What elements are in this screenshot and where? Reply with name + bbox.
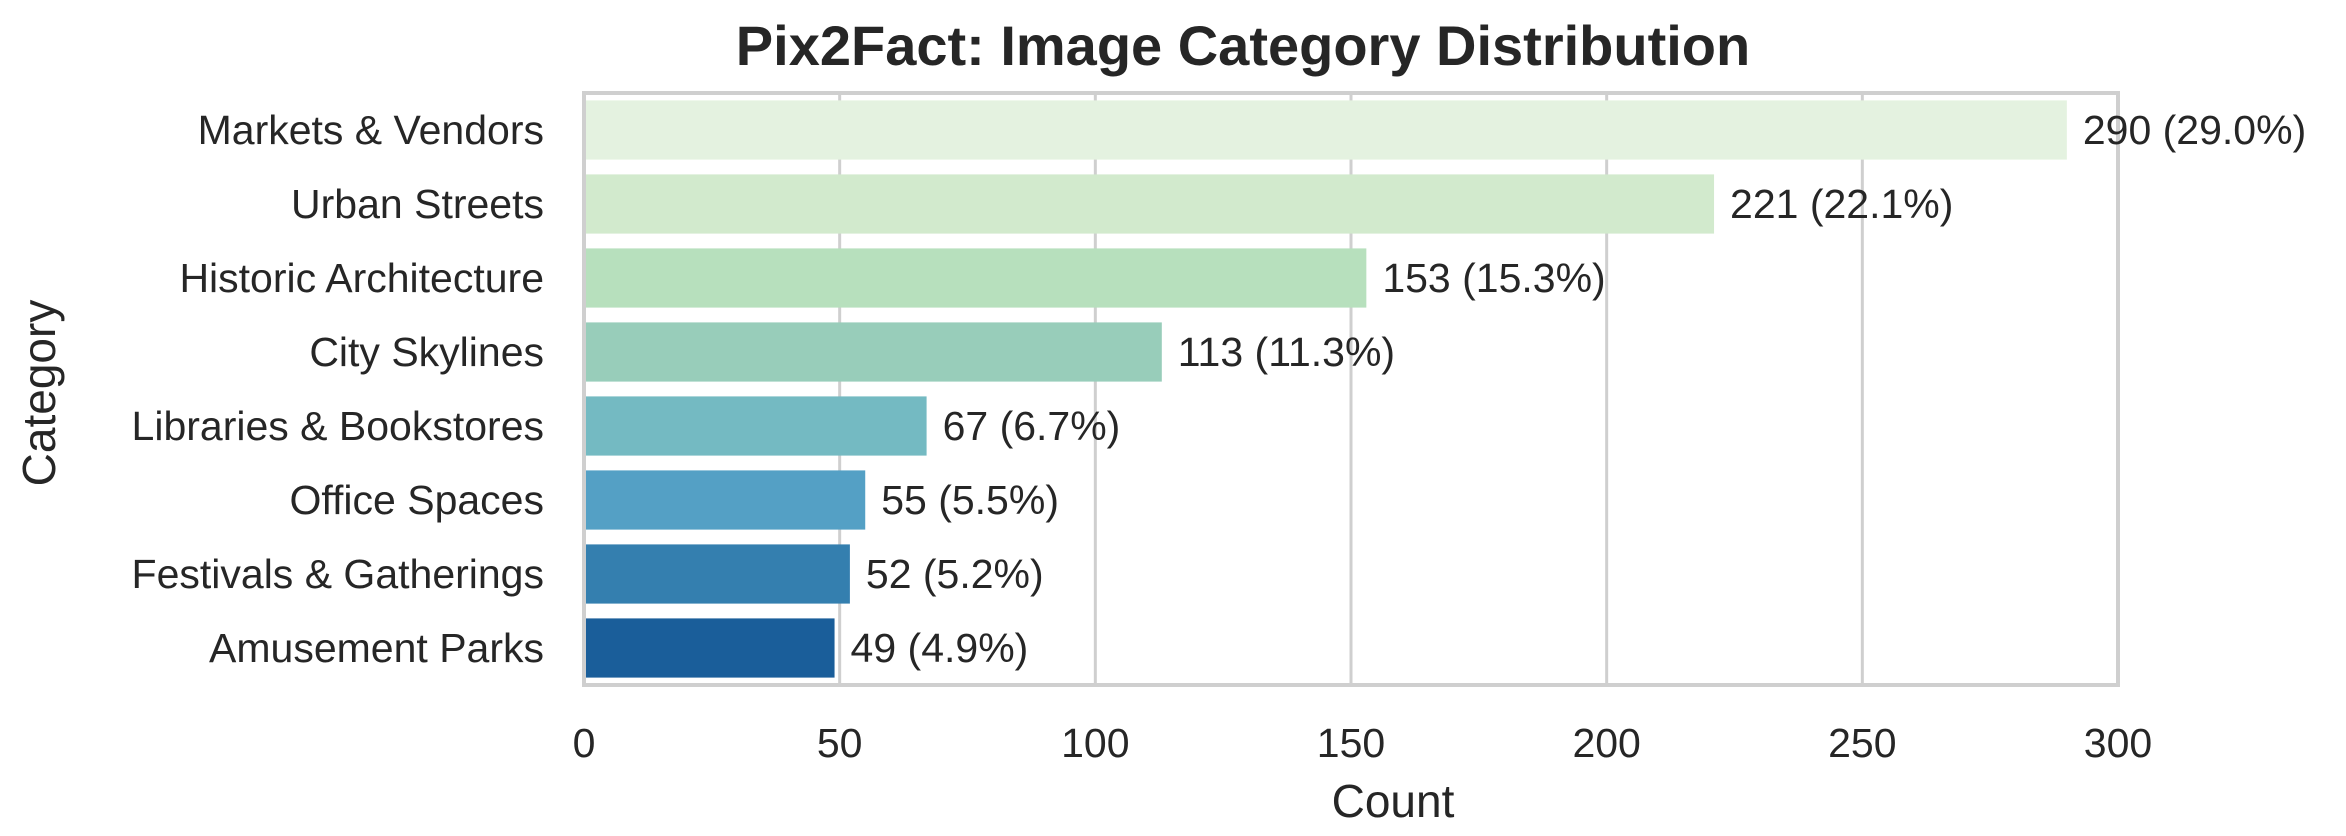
bar-markets-vendors xyxy=(584,100,2067,160)
data-label: 49 (4.9%) xyxy=(851,625,1029,671)
x-axis-label: Count xyxy=(1332,775,1455,827)
data-label-layer: 290 (29.0%) 221 (22.1%) 153 (15.3%) 113 (11… xyxy=(851,107,2307,671)
y-tick-label: Office Spaces xyxy=(290,477,545,523)
bar-libraries-bookstores xyxy=(584,396,927,456)
bar-festivals-gatherings xyxy=(584,544,850,604)
y-axis-label: Category xyxy=(13,300,65,487)
data-label: 113 (11.3%) xyxy=(1178,329,1395,375)
plot-frame xyxy=(582,91,2120,687)
bar-amusement-parks xyxy=(584,618,835,678)
data-label: 52 (5.2%) xyxy=(866,551,1044,597)
x-tick-label: 150 xyxy=(1317,720,1385,766)
data-label: 221 (22.1%) xyxy=(1730,181,1953,227)
y-tick-label: Libraries & Bookstores xyxy=(132,403,544,449)
bar-urban-streets xyxy=(584,174,1715,234)
x-tick-label: 50 xyxy=(817,720,863,766)
x-tick-label: 300 xyxy=(2084,720,2152,766)
y-tick-label: Amusement Parks xyxy=(209,625,544,671)
data-label: 67 (6.7%) xyxy=(943,403,1121,449)
bar-layer xyxy=(584,100,2067,678)
data-label: 153 (15.3%) xyxy=(1382,255,1605,301)
x-tick-label: 250 xyxy=(1828,720,1896,766)
bar-city-skylines xyxy=(584,322,1162,382)
data-label: 290 (29.0%) xyxy=(2083,107,2306,153)
x-tick-label: 100 xyxy=(1061,720,1129,766)
bar-office-spaces xyxy=(584,470,866,530)
data-label: 55 (5.5%) xyxy=(881,477,1059,523)
y-tick-label: Festivals & Gatherings xyxy=(132,551,544,597)
y-tick-label: Urban Streets xyxy=(291,181,544,227)
x-tick-label: 200 xyxy=(1572,720,1640,766)
y-tick-layer: Markets & Vendors Urban Streets Historic A… xyxy=(132,107,544,671)
y-tick-label: City Skylines xyxy=(309,329,544,375)
chart-title: Pix2Fact: Image Category Distribution xyxy=(736,14,1750,77)
x-tick-label: 0 xyxy=(573,720,596,766)
frame-layer xyxy=(582,91,2120,687)
y-tick-label: Markets & Vendors xyxy=(198,107,544,153)
x-tick-layer: 0 50 100 150 200 250 300 xyxy=(573,720,2153,766)
y-tick-label: Historic Architecture xyxy=(179,255,544,301)
bar-historic-architecture xyxy=(584,248,1367,308)
